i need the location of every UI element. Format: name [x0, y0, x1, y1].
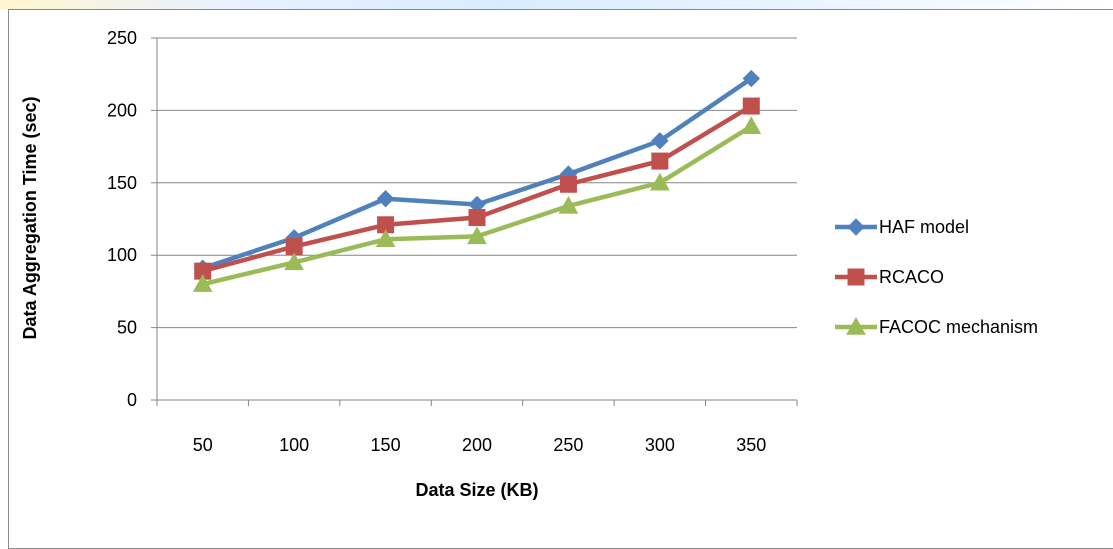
data-point-triangle: [741, 116, 762, 135]
series-lines: [202, 76, 753, 287]
data-point-square: [468, 209, 486, 227]
data-point-triangle: [375, 229, 396, 247]
y-tick-label: 0: [127, 390, 137, 410]
data-point-square: [559, 175, 577, 193]
y-axis-title: Data Aggregation Time (sec): [20, 96, 40, 339]
series-line: [202, 104, 753, 274]
legend-marker: [847, 268, 865, 286]
y-tick-label: 100: [107, 245, 137, 265]
x-tick-label: 100: [279, 435, 309, 455]
data-point-square: [285, 238, 303, 256]
gridlines: [157, 37, 797, 329]
y-tick-label: 250: [107, 28, 137, 48]
legend-marker-diamond: [847, 218, 865, 236]
x-tick-label: 50: [193, 435, 213, 455]
series-markers: [192, 69, 762, 292]
data-point-triangle: [650, 172, 670, 191]
legend-label: RCACO: [879, 267, 944, 287]
x-axis-title: Data Size (KB): [415, 480, 538, 500]
legend-item-haf: HAF model: [835, 217, 969, 237]
legend-marker-triangle: [846, 316, 866, 335]
x-tick-label: 150: [371, 435, 401, 455]
data-point-triangle: [467, 226, 487, 245]
data-point-triangle: [284, 252, 304, 271]
data-point-triangle: [558, 195, 579, 214]
x-tick-label: 300: [645, 435, 675, 455]
y-tick-label: 200: [107, 100, 137, 120]
x-tick-label: 200: [462, 435, 492, 455]
line-chart: 0 50 100 150 200 250 50 100 150 200 250 300 350 Data…: [20, 28, 1038, 500]
legend-item-facoc: FACOC mechanism: [835, 316, 1038, 337]
decorative-top-strip: [0, 0, 1113, 9]
data-point-diamond: [742, 69, 760, 88]
data-point-triangle: [192, 274, 213, 292]
data-point-diamond: [376, 190, 395, 208]
x-tick-label: 250: [553, 435, 583, 455]
legend-marker-square: [847, 268, 865, 286]
legend-marker: [847, 218, 865, 236]
data-point-diamond: [651, 132, 669, 150]
legend-item-rcaco: RCACO: [835, 267, 944, 287]
legend-label: FACOC mechanism: [879, 317, 1038, 337]
legend-label: HAF model: [879, 217, 969, 237]
data-point-square: [742, 97, 760, 115]
legend: HAF model RCACO FACOC mechanism: [835, 217, 1038, 337]
data-point-square: [651, 152, 669, 170]
y-tick-label: 50: [117, 318, 137, 338]
y-tick-label: 150: [107, 173, 137, 193]
tick-labels: 0 50 100 150 200 250 50 100 150 200 250 300 350: [107, 28, 766, 455]
legend-marker: [846, 316, 866, 335]
axes: [151, 37, 798, 406]
x-tick-label: 350: [736, 435, 766, 455]
